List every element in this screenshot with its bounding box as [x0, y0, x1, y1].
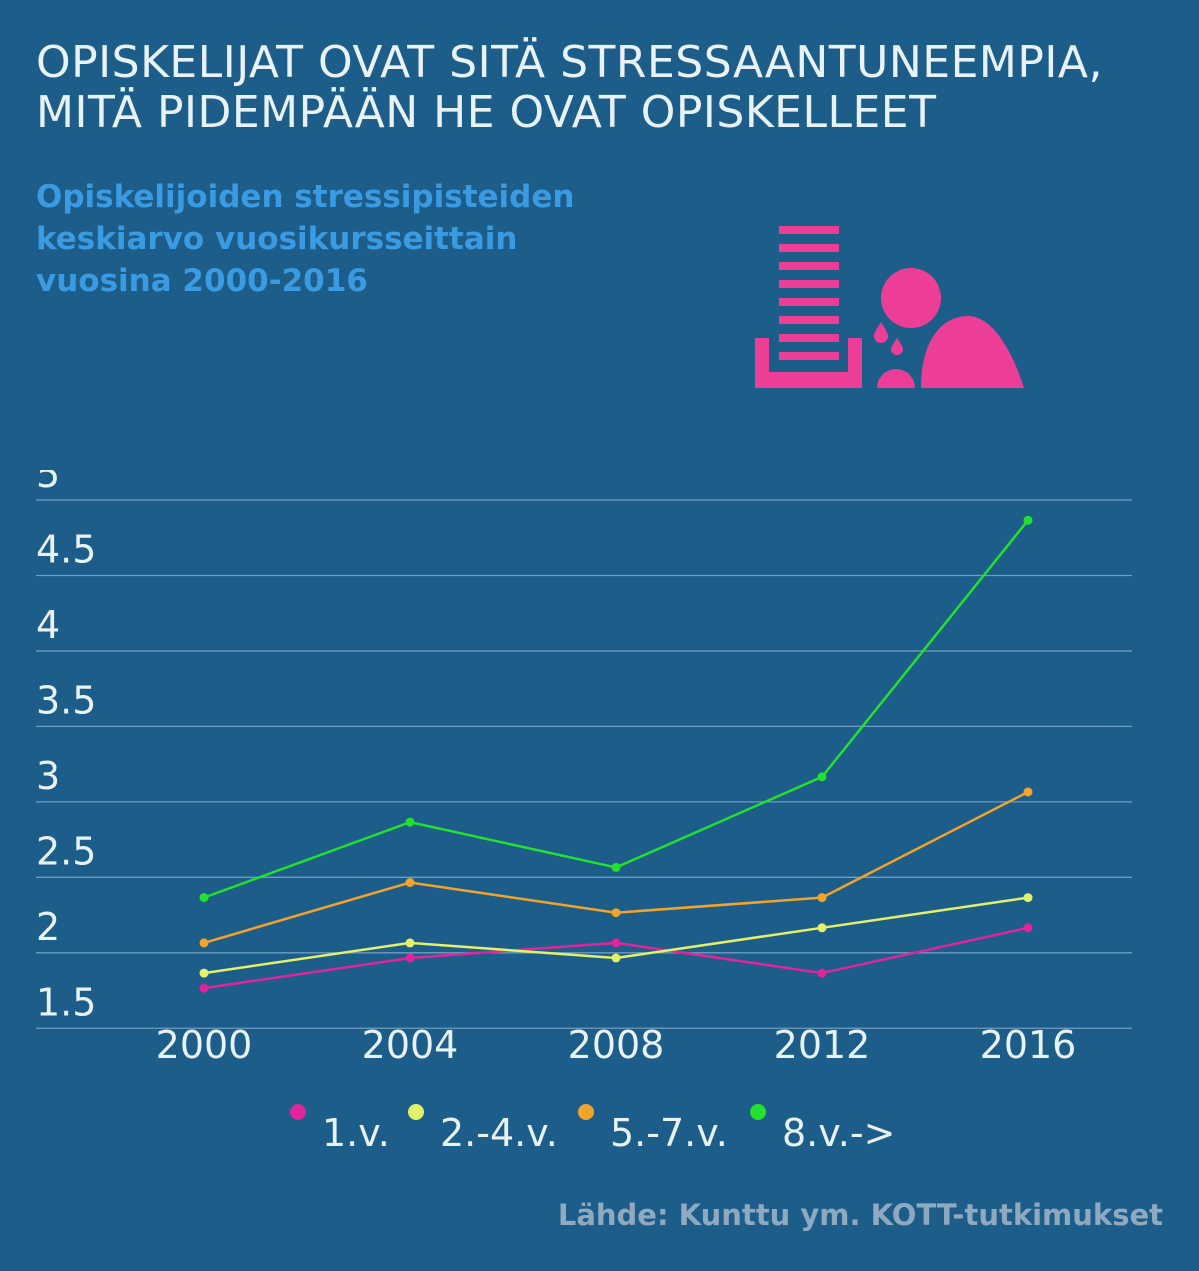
legend-label: 2.-4.v. [440, 1111, 558, 1155]
title-line-2: MITÄ PIDEMPÄÄN HE OVAT OPISKELLEET [36, 87, 937, 138]
series-line [203, 519, 1029, 899]
data-point [611, 953, 621, 963]
series [199, 923, 1033, 993]
legend-swatch [290, 1104, 306, 1120]
legend-label: 5.-7.v. [610, 1111, 728, 1155]
series-lines [199, 515, 1033, 993]
source-note: Lähde: Kunttu ym. KOTT-tutkimukset [557, 1198, 1163, 1232]
legend-item: 8.v.-> [750, 1104, 895, 1155]
stressed-student-icon [750, 220, 1030, 399]
y-tick-label: 1.5 [36, 980, 96, 1024]
data-point [611, 938, 621, 948]
chart-subtitle: Opiskelijoiden stressipisteiden keskiarv… [36, 176, 656, 302]
legend-item: 2.-4.v. [408, 1104, 558, 1155]
subtitle-line-2: keskiarvo vuosikursseittain [36, 221, 518, 257]
y-tick-label: 5 [36, 470, 60, 496]
legend-swatch [750, 1104, 766, 1120]
line-chart: 5 4.5 4 3.5 3 2.5 2 1.5 2000 2004 2008 2012 2016 1.… [0, 452, 1199, 1174]
legend-item: 5.-7.v. [578, 1104, 728, 1155]
data-point [817, 968, 827, 978]
data-point [199, 938, 209, 948]
x-tick-label: 2000 [156, 1023, 253, 1067]
data-point [405, 878, 415, 888]
data-point [405, 817, 415, 827]
x-tick-label: 2004 [362, 1023, 459, 1067]
series [199, 787, 1033, 948]
chart-title: OPISKELIJAT OVAT SITÄ STRESSAANTUNEEMPIA… [36, 38, 1156, 138]
data-point [1023, 787, 1033, 797]
data-point [817, 923, 827, 933]
data-point [405, 938, 415, 948]
y-axis-ticks: 5 4.5 4 3.5 3 2.5 2 1.5 [36, 452, 96, 1024]
x-tick-label: 2008 [568, 1023, 665, 1067]
data-point [199, 893, 209, 903]
legend: 1.v. 2.-4.v. 5.-7.v. 8.v.-> [290, 1104, 895, 1155]
x-axis-ticks: 2000 2004 2008 2012 2016 [156, 1023, 1077, 1067]
title-line-1: OPISKELIJAT OVAT SITÄ STRESSAANTUNEEMPIA… [36, 37, 1103, 88]
data-point [1023, 893, 1033, 903]
data-point [817, 772, 827, 782]
data-point [199, 983, 209, 993]
y-tick-label: 3.5 [36, 678, 96, 722]
y-tick-label: 3 [36, 754, 60, 798]
legend-label: 8.v.-> [782, 1111, 895, 1155]
series [199, 515, 1033, 903]
subtitle-line-1: Opiskelijoiden stressipisteiden [36, 179, 575, 215]
data-point [611, 908, 621, 918]
y-tick-label: 4.5 [36, 527, 96, 571]
gridlines [36, 499, 1132, 1029]
legend-label: 1.v. [322, 1111, 390, 1155]
legend-item: 1.v. [290, 1104, 390, 1155]
data-point [405, 953, 415, 963]
data-point [1023, 515, 1033, 525]
legend-swatch [408, 1104, 424, 1120]
y-tick-label: 2 [36, 905, 60, 949]
x-tick-label: 2012 [774, 1023, 871, 1067]
y-tick-label: 4 [36, 603, 60, 647]
data-point [817, 893, 827, 903]
data-point [199, 968, 209, 978]
data-point [611, 862, 621, 872]
subtitle-line-3: vuosina 2000-2016 [36, 263, 368, 299]
legend-swatch [578, 1104, 594, 1120]
x-tick-label: 2016 [980, 1023, 1077, 1067]
y-tick-label: 2.5 [36, 829, 96, 873]
series [199, 893, 1033, 978]
data-point [1023, 923, 1033, 933]
